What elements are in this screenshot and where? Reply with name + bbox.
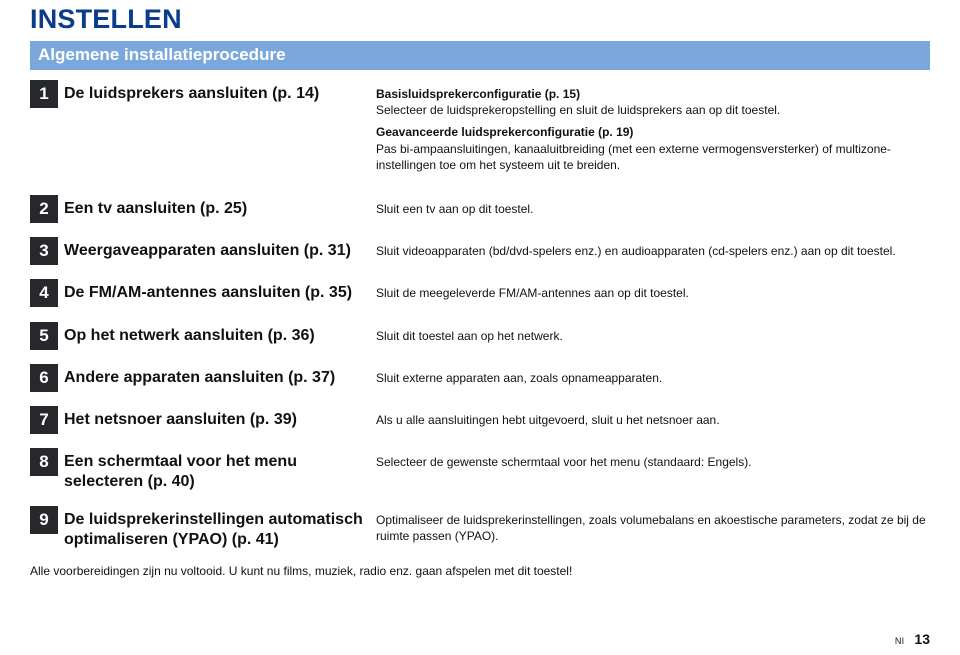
step-row: 5Op het netwerk aansluiten (p. 36)Sluit … (30, 322, 930, 350)
step-description-block: Sluit een tv aan op dit toestel. (376, 201, 930, 217)
footer-lang: Nl (895, 636, 905, 646)
step-description: Optimaliseer de luidsprekerinstellingen,… (376, 506, 930, 550)
step-row: 2Een tv aansluiten (p. 25)Sluit een tv a… (30, 195, 930, 223)
step-description: Basisluidsprekerconfiguratie (p. 15)Sele… (376, 80, 930, 179)
step-title: Een tv aansluiten (p. 25) (64, 195, 376, 219)
step-description-block: Basisluidsprekerconfiguratie (p. 15)Sele… (376, 86, 930, 118)
step-title: Op het netwerk aansluiten (p. 36) (64, 322, 376, 346)
step-block-text: Als u alle aansluitingen hebt uitgevoerd… (376, 412, 930, 428)
steps-list: 1De luidsprekers aansluiten (p. 14)Basis… (30, 80, 930, 550)
step-title: De luidsprekerinstellingen automatisch o… (64, 506, 376, 550)
completion-footer-text: Alle voorbereidingen zijn nu voltooid. U… (30, 564, 930, 578)
step-title: Weergaveapparaten aansluiten (p. 31) (64, 237, 376, 261)
step-title: Het netsnoer aansluiten (p. 39) (64, 406, 376, 430)
step-number-box: 7 (30, 406, 58, 434)
step-block-text: Selecteer de gewenste schermtaal voor he… (376, 454, 930, 470)
step-description: Sluit de meegeleverde FM/AM-antennes aan… (376, 279, 930, 307)
step-number-box: 8 (30, 448, 58, 476)
step-row: 3Weergaveapparaten aansluiten (p. 31)Slu… (30, 237, 930, 265)
step-number-box: 2 (30, 195, 58, 223)
step-description: Sluit dit toestel aan op het netwerk. (376, 322, 930, 350)
step-block-heading: Geavanceerde luidsprekerconfiguratie (p.… (376, 124, 930, 140)
step-row: 1De luidsprekers aansluiten (p. 14)Basis… (30, 80, 930, 179)
step-description: Als u alle aansluitingen hebt uitgevoerd… (376, 406, 930, 434)
step-description-block: Sluit dit toestel aan op het netwerk. (376, 328, 930, 344)
step-description-block: Optimaliseer de luidsprekerinstellingen,… (376, 512, 930, 544)
step-number-box: 5 (30, 322, 58, 350)
step-block-text: Sluit dit toestel aan op het netwerk. (376, 328, 930, 344)
step-block-text: Optimaliseer de luidsprekerinstellingen,… (376, 512, 930, 544)
step-description: Sluit videoapparaten (bd/dvd-spelers enz… (376, 237, 930, 265)
step-block-heading: Basisluidsprekerconfiguratie (p. 15) (376, 86, 930, 102)
step-number-box: 3 (30, 237, 58, 265)
step-title: Een schermtaal voor het menu selecteren … (64, 448, 376, 492)
step-description-block: Sluit de meegeleverde FM/AM-antennes aan… (376, 285, 930, 301)
section-subtitle-bar: Algemene installatieprocedure (30, 41, 930, 70)
step-row: 4De FM/AM-antennes aansluiten (p. 35)Slu… (30, 279, 930, 307)
step-number-box: 4 (30, 279, 58, 307)
step-number-box: 1 (30, 80, 58, 108)
step-row: 6Andere apparaten aansluiten (p. 37)Slui… (30, 364, 930, 392)
footer-page-number: 13 (914, 631, 930, 647)
step-description: Sluit externe apparaten aan, zoals opnam… (376, 364, 930, 392)
step-block-text: Pas bi-ampaansluitingen, kanaaluitbreidi… (376, 141, 930, 173)
step-row: 9De luidsprekerinstellingen automatisch … (30, 506, 930, 550)
step-block-text: Sluit de meegeleverde FM/AM-antennes aan… (376, 285, 930, 301)
step-title: De luidsprekers aansluiten (p. 14) (64, 80, 376, 104)
page-root: INSTELLEN Algemene installatieprocedure … (0, 0, 960, 655)
step-description: Sluit een tv aan op dit toestel. (376, 195, 930, 223)
page-title: INSTELLEN (30, 4, 930, 35)
step-row: 7Het netsnoer aansluiten (p. 39)Als u al… (30, 406, 930, 434)
step-number-box: 6 (30, 364, 58, 392)
step-description-block: Als u alle aansluitingen hebt uitgevoerd… (376, 412, 930, 428)
step-description-block: Geavanceerde luidsprekerconfiguratie (p.… (376, 124, 930, 173)
step-description-block: Selecteer de gewenste schermtaal voor he… (376, 454, 930, 470)
step-number-box: 9 (30, 506, 58, 534)
step-description-block: Sluit videoapparaten (bd/dvd-spelers enz… (376, 243, 930, 259)
page-footer: Nl 13 (895, 631, 930, 647)
step-block-text: Sluit externe apparaten aan, zoals opnam… (376, 370, 930, 386)
step-block-text: Selecteer de luidsprekeropstelling en sl… (376, 102, 930, 118)
step-row: 8Een schermtaal voor het menu selecteren… (30, 448, 930, 492)
step-block-text: Sluit een tv aan op dit toestel. (376, 201, 930, 217)
step-title: De FM/AM-antennes aansluiten (p. 35) (64, 279, 376, 303)
step-block-text: Sluit videoapparaten (bd/dvd-spelers enz… (376, 243, 930, 259)
step-title: Andere apparaten aansluiten (p. 37) (64, 364, 376, 388)
step-description-block: Sluit externe apparaten aan, zoals opnam… (376, 370, 930, 386)
step-description: Selecteer de gewenste schermtaal voor he… (376, 448, 930, 476)
